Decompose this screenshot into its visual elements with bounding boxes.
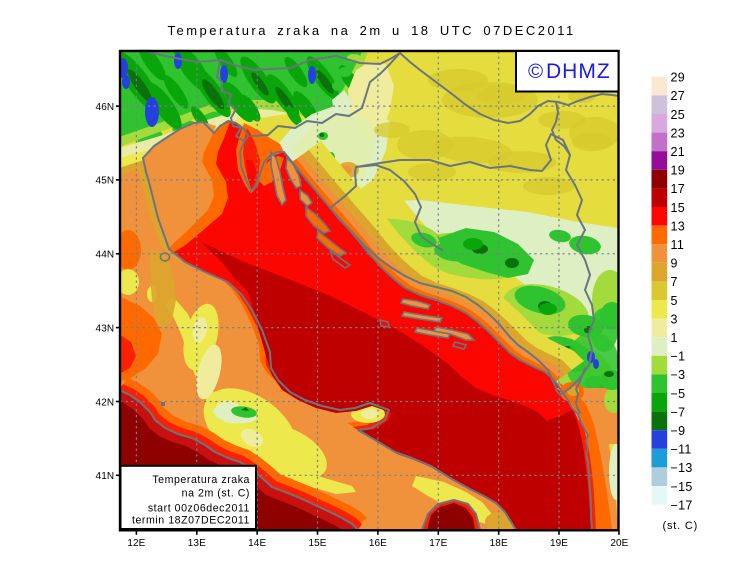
svg-text:23: 23 xyxy=(671,126,686,140)
svg-text:27: 27 xyxy=(671,89,686,103)
svg-text:termin 18Z07DEC2011: termin 18Z07DEC2011 xyxy=(132,515,250,527)
svg-text:na 2m (st. C): na 2m (st. C) xyxy=(182,487,250,499)
svg-text:46N: 46N xyxy=(96,102,115,113)
svg-text:(st. C): (st. C) xyxy=(663,520,699,532)
svg-text:15E: 15E xyxy=(308,538,326,549)
svg-text:Temperatura zraka na 2m u 18 U: Temperatura zraka na 2m u 18 UTC 07DEC20… xyxy=(168,23,576,38)
svg-text:−17: −17 xyxy=(671,498,693,512)
svg-text:15: 15 xyxy=(671,201,686,215)
svg-text:41N: 41N xyxy=(96,471,115,482)
svg-text:11: 11 xyxy=(671,238,685,252)
svg-text:−11: −11 xyxy=(671,443,692,457)
svg-text:7: 7 xyxy=(671,275,678,289)
svg-text:43N: 43N xyxy=(96,323,115,334)
svg-text:DHMZ: DHMZ xyxy=(546,60,611,83)
svg-text:19: 19 xyxy=(671,164,686,178)
svg-text:17: 17 xyxy=(671,182,686,196)
svg-text:18E: 18E xyxy=(490,538,508,549)
svg-text:16E: 16E xyxy=(369,538,387,549)
svg-text:1: 1 xyxy=(671,331,678,345)
svg-text:20E: 20E xyxy=(610,538,628,549)
svg-text:Temperatura zraka: Temperatura zraka xyxy=(152,474,250,486)
svg-text:9: 9 xyxy=(671,257,678,271)
svg-text:−15: −15 xyxy=(671,480,693,494)
svg-text:29: 29 xyxy=(671,71,686,85)
svg-text:−7: −7 xyxy=(671,405,686,419)
svg-text:45N: 45N xyxy=(96,176,115,187)
svg-text:−1: −1 xyxy=(671,350,686,364)
svg-text:25: 25 xyxy=(671,108,686,122)
svg-text:−5: −5 xyxy=(671,387,686,401)
svg-text:21: 21 xyxy=(671,145,686,159)
svg-text:©: © xyxy=(528,60,544,83)
svg-text:3: 3 xyxy=(671,312,678,326)
svg-text:13: 13 xyxy=(671,219,686,233)
svg-text:−13: −13 xyxy=(671,461,693,475)
svg-text:5: 5 xyxy=(671,294,678,308)
svg-text:start 00z06dec2011: start 00z06dec2011 xyxy=(148,502,250,514)
svg-text:12E: 12E xyxy=(127,538,145,549)
svg-text:19E: 19E xyxy=(550,538,568,549)
svg-text:14E: 14E xyxy=(248,538,266,549)
svg-text:13E: 13E xyxy=(188,538,206,549)
svg-text:17E: 17E xyxy=(429,538,447,549)
svg-text:42N: 42N xyxy=(96,397,115,408)
svg-text:44N: 44N xyxy=(96,250,115,261)
svg-text:−3: −3 xyxy=(671,368,686,382)
svg-text:−9: −9 xyxy=(671,424,686,438)
